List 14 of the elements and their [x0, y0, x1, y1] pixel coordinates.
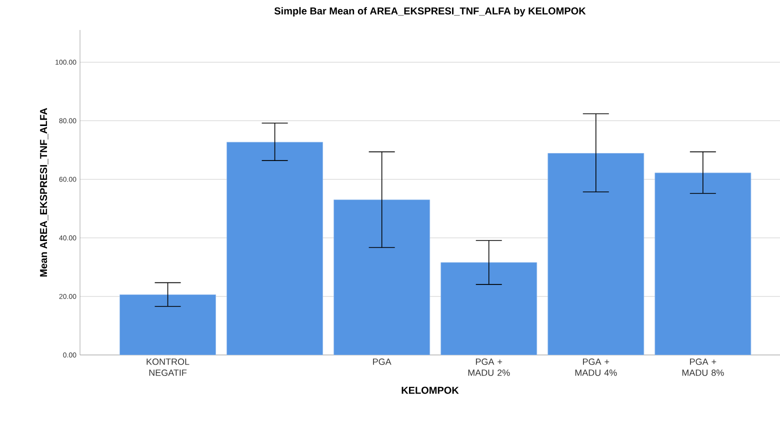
- bar: [334, 200, 430, 355]
- bar: [120, 294, 216, 355]
- bar: [226, 142, 324, 355]
- y-axis-title: Mean AREA_EKSPRESI_TNF_ALFA: [40, 108, 48, 277]
- bar: [548, 153, 644, 355]
- x-tick-label: KONTROL NEGATIF: [146, 358, 190, 376]
- x-tick-label: PGA: [373, 358, 392, 365]
- x-tick-label: PGA + MADU 8%: [682, 358, 724, 376]
- bar: [440, 262, 538, 355]
- x-tick-label: PGA + MADU 2%: [468, 358, 510, 376]
- x-axis-title: KELOMPOK: [402, 386, 459, 394]
- bar: [654, 172, 752, 355]
- chart-title: Simple Bar Mean of AREA_EKSPRESI_TNF_ALFA by KELOMPOK: [274, 7, 586, 16]
- x-tick-label: PGA + MADU 4%: [575, 358, 617, 376]
